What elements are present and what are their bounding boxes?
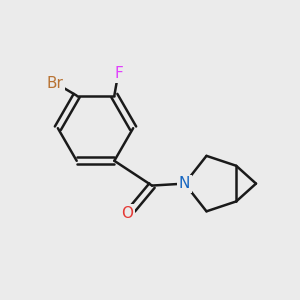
- Text: O: O: [121, 206, 133, 221]
- Text: N: N: [179, 176, 190, 191]
- Text: F: F: [115, 66, 124, 81]
- Text: Br: Br: [46, 76, 63, 91]
